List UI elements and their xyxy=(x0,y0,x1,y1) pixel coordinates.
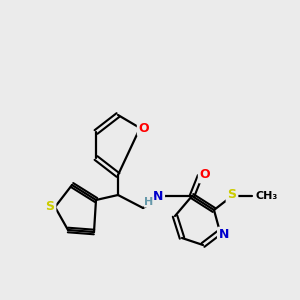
Text: O: O xyxy=(200,169,210,182)
Text: CH₃: CH₃ xyxy=(255,191,277,201)
Text: S: S xyxy=(46,200,55,214)
Text: N: N xyxy=(153,190,163,202)
Text: S: S xyxy=(227,188,236,202)
Text: O: O xyxy=(139,122,149,134)
Text: H: H xyxy=(144,197,154,207)
Text: N: N xyxy=(219,229,229,242)
